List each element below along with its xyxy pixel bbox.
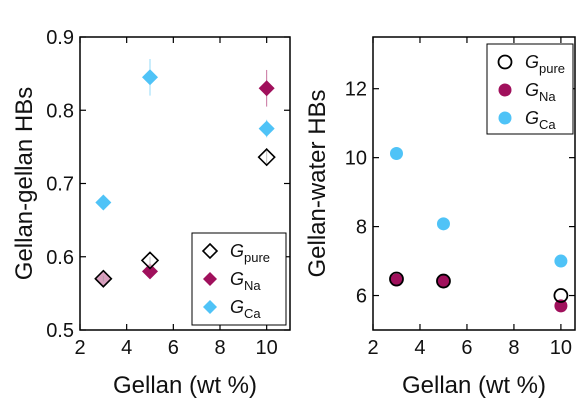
data-point xyxy=(436,273,451,289)
data-point xyxy=(257,147,276,167)
legend-entry-subscript: pure xyxy=(244,250,270,265)
x-axis-title: Gellan (wt %) xyxy=(402,372,546,399)
x-tick-label: 10 xyxy=(256,337,278,359)
y-tick-label: 6 xyxy=(356,286,367,308)
x-tick-label: 8 xyxy=(214,337,225,359)
data-point xyxy=(389,273,403,287)
series-Ca xyxy=(389,147,568,268)
data-point xyxy=(258,80,275,97)
legend-marker xyxy=(498,111,512,125)
y-tick-label: 12 xyxy=(345,79,367,101)
y-tick-label: 0.5 xyxy=(46,320,74,342)
legend-entry-name: G xyxy=(230,269,244,289)
data-point xyxy=(553,288,569,303)
x-tick-label: 8 xyxy=(508,337,519,359)
legend-entry: GNa xyxy=(525,80,556,104)
legend-marker xyxy=(203,300,217,314)
x-tick-label: 4 xyxy=(121,337,132,359)
legend-marker xyxy=(201,242,219,260)
panel-b-chart: 2 4 6 8 10 6 8 10 12 Gellan (wt %) Gellan-water HB… xyxy=(304,36,576,399)
legend-entry-subscript: Ca xyxy=(539,117,556,132)
x-tick-label: 2 xyxy=(74,337,85,359)
series-Ca xyxy=(95,58,275,211)
data-point xyxy=(554,299,568,313)
data-point xyxy=(142,69,158,86)
y-tick-label: 0.8 xyxy=(46,100,74,122)
legend-entry-subscript: pure xyxy=(539,61,565,76)
legend-entry-subscript: Ca xyxy=(244,306,261,321)
series-Na xyxy=(389,273,568,313)
plot-frame xyxy=(372,36,576,331)
legend-entry: GCa xyxy=(525,108,556,132)
x-tick-label: 2 xyxy=(367,337,378,359)
data-point xyxy=(258,120,275,137)
legend-marker xyxy=(498,83,512,97)
y-axis-title: Gellan-water HBs xyxy=(304,89,331,277)
x-tick-label: 4 xyxy=(414,337,425,359)
x-axis-title: Gellan (wt %) xyxy=(113,372,257,399)
legend-marker xyxy=(203,272,217,286)
y-tick-label: 10 xyxy=(345,148,367,170)
data-point xyxy=(554,254,568,268)
x-tick-label: 10 xyxy=(550,337,572,359)
data-point xyxy=(95,194,112,211)
legend-entry-name: G xyxy=(525,80,539,100)
legend-marker xyxy=(497,54,513,70)
panel-a-chart: 2 4 6 8 10 0.5 0.6 0.7 0.8 0.9 Gellan (wt %) Gellan… xyxy=(11,27,291,399)
y-tick-label: 0.9 xyxy=(46,27,74,49)
data-point xyxy=(389,147,403,161)
legend-entry-name: G xyxy=(230,241,244,261)
legend-entry-name: G xyxy=(525,108,539,128)
series-pure xyxy=(94,147,276,288)
y-tick-label: 8 xyxy=(356,217,367,239)
y-tick-label: 0.6 xyxy=(46,247,74,269)
data-point xyxy=(94,269,113,288)
data-point xyxy=(436,217,450,231)
legend-entry: GNa xyxy=(230,269,261,293)
legend-entry-subscript: Na xyxy=(539,89,556,104)
legend-entry-name: G xyxy=(230,297,244,317)
data-point xyxy=(140,251,160,270)
legend-entry: Gpure xyxy=(230,241,270,265)
y-axis-title: Gellan-gellan HBs xyxy=(11,87,38,280)
legend-entry: Gpure xyxy=(525,52,565,76)
legend-entry-subscript: Na xyxy=(244,278,261,293)
y-tick-label: 0.7 xyxy=(46,174,74,196)
data-point xyxy=(389,271,404,287)
x-tick-label: 6 xyxy=(461,337,472,359)
x-tick-label: 6 xyxy=(168,337,179,359)
data-point xyxy=(436,275,450,289)
series-pure xyxy=(389,271,569,303)
legend-entry: GCa xyxy=(230,297,261,321)
data-point xyxy=(142,263,158,280)
legend-entry-name: G xyxy=(525,52,539,72)
